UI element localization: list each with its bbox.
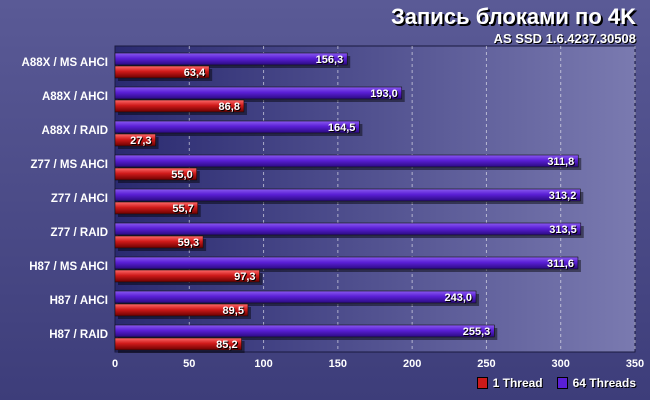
bar: [114, 133, 156, 147]
bar-value-label-shadow: 86,8: [220, 102, 241, 114]
bar: [114, 235, 204, 249]
category-label: H87 / MS AHCI: [29, 261, 108, 273]
bar: [114, 290, 477, 304]
category-label: H87 / RAID: [49, 329, 108, 341]
bar: [114, 337, 242, 351]
bar-value-label-shadow: 55,7: [173, 204, 194, 216]
category-label: A88X / MS AHCI: [22, 57, 108, 69]
x-tick-label: 150: [329, 358, 347, 370]
legend-label-64-threads: 64 Threads: [572, 376, 636, 390]
bar-value-label: 313,2: [549, 190, 577, 202]
bar-value-label-shadow: 255,3: [464, 327, 492, 339]
x-tick-label: 250: [477, 358, 495, 370]
bar-value-label-shadow: 63,4: [185, 68, 207, 80]
bar-value-label: 97,3: [234, 271, 255, 283]
x-tick-label: 350: [626, 358, 644, 370]
bar-value-label: 86,8: [219, 101, 240, 113]
legend-swatch-red: [476, 377, 488, 389]
category-label: A88X / AHCI: [42, 91, 108, 103]
x-tick-label: 200: [403, 358, 421, 370]
bar-value-label: 243,0: [444, 292, 472, 304]
x-tick-label: 0: [112, 358, 118, 370]
category-labels: A88X / MS AHCI A88X / AHCI A88X / RAID Z77 …: [22, 57, 108, 341]
bar-value-label: 55,7: [172, 203, 193, 215]
bar: [114, 222, 582, 236]
x-tick-label: 300: [552, 358, 570, 370]
bar-value-label-shadow: 243,0: [445, 293, 473, 305]
bar: [114, 154, 579, 168]
x-tick-label: 50: [183, 358, 195, 370]
bar-value-label-shadow: 55,0: [172, 170, 193, 182]
x-tick-label: 100: [254, 358, 272, 370]
x-tick-labels: 0 50 100 150 200 250 300 350: [112, 358, 644, 370]
bar-value-label-shadow: 27,3: [131, 136, 152, 148]
category-label: Z77 / AHCI: [51, 193, 108, 205]
bar: [114, 303, 249, 317]
legend-item-1-thread: 1 Thread: [476, 376, 543, 390]
bar-value-label: 255,3: [463, 326, 491, 338]
bar-value-label-shadow: 313,5: [550, 225, 578, 237]
bar-value-label: 156,3: [316, 54, 344, 66]
bar-value-label: 27,3: [130, 135, 151, 147]
bar: [114, 99, 245, 113]
bar-value-label-shadow: 85,2: [217, 340, 238, 352]
bar: [114, 65, 210, 79]
category-label: Z77 / MS AHCI: [30, 159, 108, 171]
legend-label-1-thread: 1 Thread: [492, 376, 543, 390]
bar-value-label-shadow: 156,3: [317, 55, 345, 67]
bars: [114, 52, 584, 353]
bar-value-label: 59,3: [178, 237, 199, 249]
bar: [114, 86, 403, 100]
bar-value-label-shadow: 59,3: [179, 238, 200, 250]
bar: [114, 201, 199, 215]
bar: [114, 256, 579, 270]
legend: 1 Thread 64 Threads: [476, 376, 636, 390]
bar: [114, 52, 348, 66]
bar-value-label: 63,4: [184, 67, 206, 79]
bar-value-label: 164,5: [328, 122, 356, 134]
bar-value-label: 311,6: [547, 258, 574, 270]
data-labels: 156,3156,363,463,4193,0193,086,886,8164,…: [130, 54, 578, 352]
bar-value-label-shadow: 164,5: [329, 123, 357, 135]
bar-value-label-shadow: 311,8: [548, 157, 575, 169]
bar-value-label-shadow: 311,6: [548, 259, 575, 271]
bar-value-label-shadow: 97,3: [235, 272, 256, 284]
bar-value-label: 193,0: [370, 88, 398, 100]
bar-value-label: 89,5: [223, 305, 244, 317]
bar-value-label: 311,8: [547, 156, 574, 168]
legend-swatch-purple: [556, 377, 568, 389]
bar: [114, 167, 198, 181]
chart-title: Запись блоками по 4K: [391, 4, 636, 29]
category-label: A88X / RAID: [42, 125, 108, 137]
bar-value-label-shadow: 89,5: [224, 306, 245, 318]
bar-value-label: 313,5: [549, 224, 577, 236]
bar: [114, 324, 495, 338]
bar-value-label-shadow: 313,2: [550, 191, 578, 203]
bar-value-label-shadow: 193,0: [371, 89, 399, 101]
bar-value-label: 85,2: [216, 339, 237, 351]
category-label: Z77 / RAID: [50, 227, 108, 239]
chart-subtitle: AS SSD 1.6.4237.30508: [493, 31, 636, 46]
bar: [114, 120, 360, 134]
category-label: H87 / AHCI: [50, 295, 108, 307]
legend-item-64-threads: 64 Threads: [556, 376, 636, 390]
bar: [114, 188, 581, 202]
bar-value-label: 55,0: [171, 169, 192, 181]
bar: [114, 269, 260, 283]
